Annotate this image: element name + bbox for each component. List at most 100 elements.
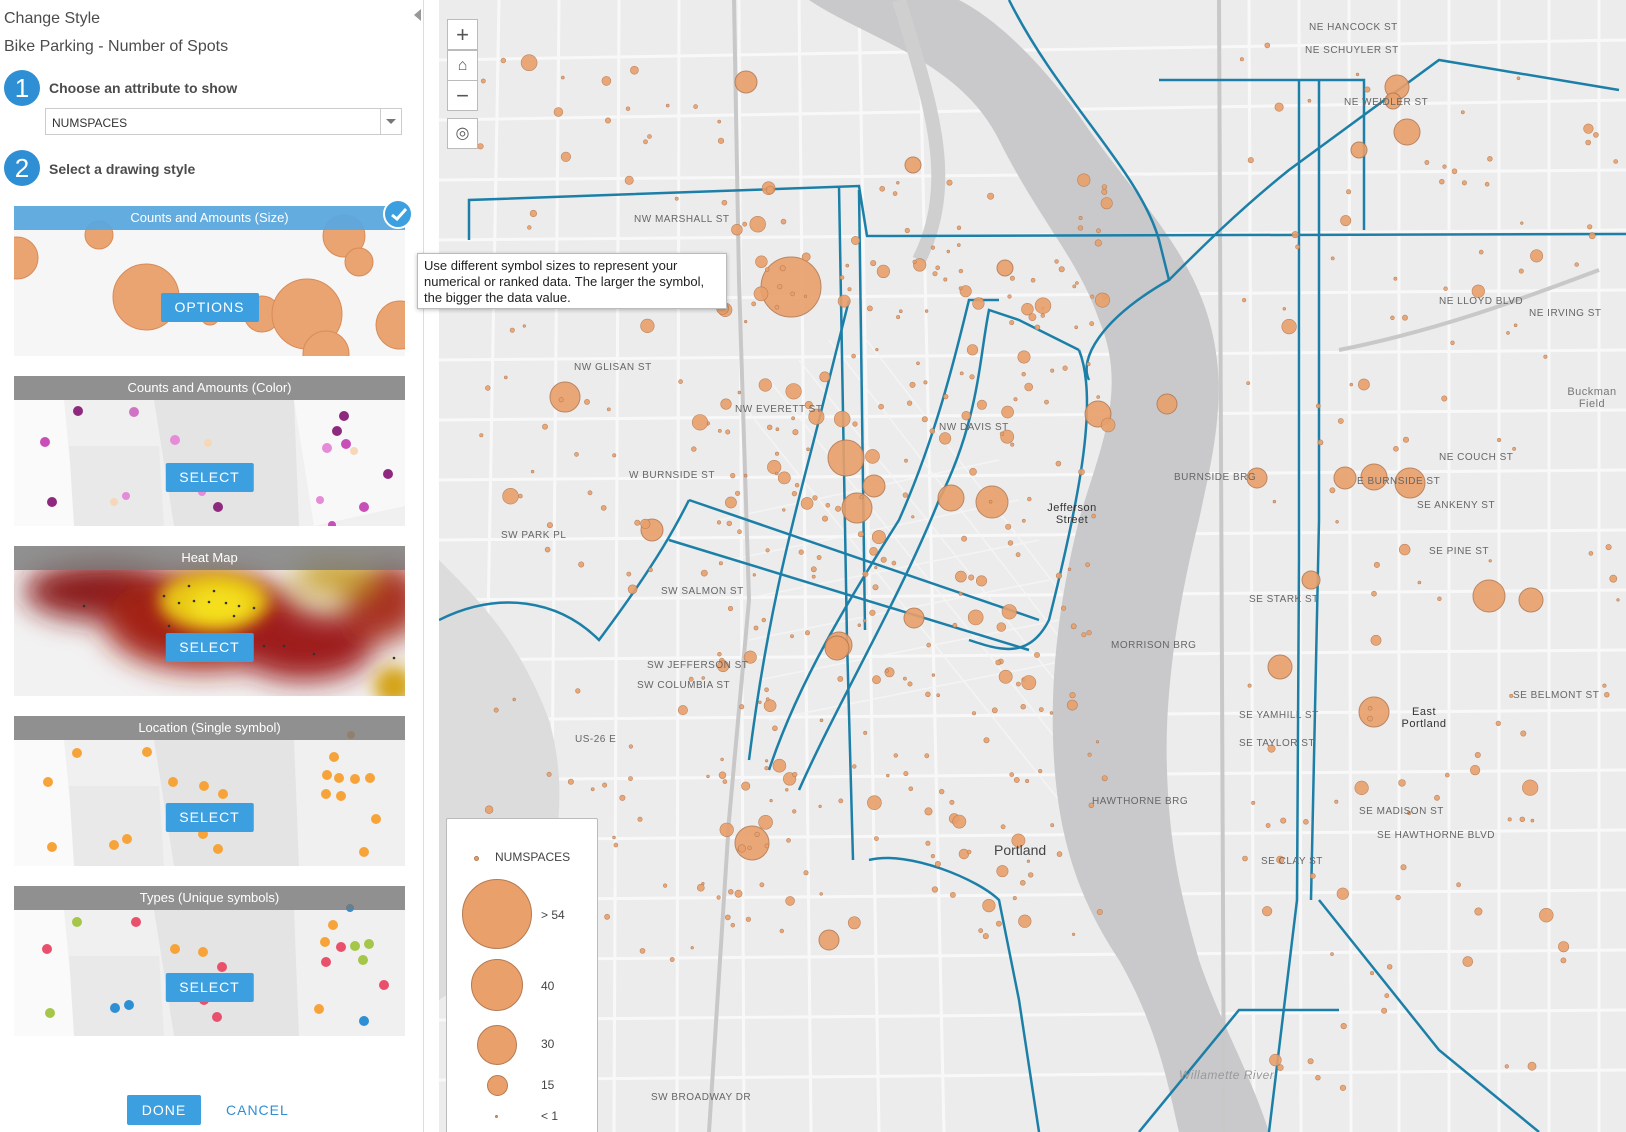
parking-symbol-small bbox=[969, 467, 977, 476]
parking-symbol-small bbox=[835, 505, 842, 512]
parking-symbol-small bbox=[785, 383, 802, 400]
legend-symbol-lg bbox=[471, 959, 523, 1011]
style-card-size[interactable]: Counts and Amounts (Size) OPTIONS bbox=[14, 206, 405, 356]
style-card-unique-symbols[interactable]: Types (Unique symbols) bbox=[14, 886, 405, 1036]
style-tooltip: Use different symbol sizes to represent … bbox=[417, 253, 727, 309]
parking-symbol-small bbox=[1077, 173, 1091, 187]
parking-symbol-large bbox=[1384, 92, 1402, 110]
parking-symbol-small bbox=[1340, 215, 1352, 227]
cancel-button[interactable]: CANCEL bbox=[226, 1102, 289, 1118]
select-heatmap-button[interactable]: SELECT bbox=[165, 633, 254, 662]
street-label: SE CLAY ST bbox=[1261, 856, 1323, 867]
done-button[interactable]: DONE bbox=[127, 1095, 201, 1125]
parking-symbol-large bbox=[1360, 463, 1388, 491]
legend-value: > 54 bbox=[541, 908, 565, 922]
parking-symbol-small bbox=[1078, 468, 1085, 476]
parking-symbol-small bbox=[1101, 184, 1108, 190]
parking-symbol-small bbox=[1605, 544, 1612, 551]
parking-symbol-small bbox=[1077, 225, 1084, 231]
parking-symbol-small bbox=[794, 483, 800, 488]
street-label: SE MADISON ST bbox=[1359, 806, 1444, 817]
home-icon[interactable]: ⌂ bbox=[447, 50, 478, 81]
parking-symbol-small bbox=[558, 397, 564, 403]
zoom-in-button[interactable]: + bbox=[447, 19, 478, 50]
parking-symbol-small bbox=[1335, 520, 1339, 524]
parking-symbol-large bbox=[841, 492, 873, 524]
parking-symbol-small bbox=[1367, 705, 1373, 711]
parking-symbol-small bbox=[1247, 683, 1252, 688]
parking-symbol-small bbox=[1050, 823, 1055, 828]
style-card-single-symbol[interactable]: Location (Single symbol) SELECT bbox=[14, 716, 405, 866]
parking-symbol-small bbox=[959, 371, 964, 376]
parking-symbol-small bbox=[754, 831, 760, 838]
parking-symbol-small bbox=[939, 432, 952, 445]
parking-symbol-small bbox=[1050, 368, 1055, 373]
locate-icon[interactable]: ◎ bbox=[447, 118, 478, 149]
parking-symbol-small bbox=[1488, 559, 1492, 563]
parking-symbol-small bbox=[1019, 879, 1026, 886]
parking-symbol-small bbox=[998, 669, 1013, 684]
parking-symbol-small bbox=[761, 617, 766, 623]
style-card-heatmap[interactable]: Heat Map bbox=[14, 546, 405, 696]
parking-symbol-large bbox=[904, 156, 922, 174]
parking-symbol-small bbox=[818, 804, 822, 809]
parking-symbol-small bbox=[1027, 496, 1032, 502]
street-label: SW JEFFERSON ST bbox=[647, 660, 749, 671]
parking-symbol-small bbox=[1013, 777, 1020, 783]
parking-symbol-small bbox=[1530, 818, 1535, 823]
parking-symbol-small bbox=[1402, 436, 1409, 443]
collapse-panel-icon[interactable] bbox=[414, 9, 421, 21]
parking-symbol-small bbox=[983, 737, 990, 744]
parking-symbol-small bbox=[717, 428, 722, 433]
parking-symbol-small bbox=[691, 414, 709, 431]
map-view[interactable]: + ⌂ − ◎ NW MARSHALL ST NW GLISAN ST NW E… bbox=[439, 0, 1626, 1132]
parking-symbol-small bbox=[806, 447, 810, 452]
parking-symbol-small bbox=[1340, 1022, 1347, 1030]
parking-symbol-small bbox=[744, 320, 748, 324]
parking-symbol-small bbox=[1474, 907, 1483, 916]
chevron-down-icon[interactable] bbox=[386, 119, 396, 124]
station-label: Jefferson Street bbox=[1047, 502, 1097, 526]
street-label: NE HANCOCK ST bbox=[1309, 22, 1398, 33]
parking-symbol-small bbox=[1060, 605, 1067, 611]
parking-symbol-small bbox=[1442, 164, 1447, 169]
select-color-style-button[interactable]: SELECT bbox=[165, 463, 254, 492]
parking-symbol-small bbox=[601, 76, 612, 86]
parking-symbol-small bbox=[785, 788, 789, 792]
parking-symbol-small bbox=[1390, 315, 1395, 320]
parking-symbol-small bbox=[1055, 460, 1062, 467]
legend-symbol-xl bbox=[462, 879, 532, 949]
select-unique-symbols-button[interactable]: SELECT bbox=[165, 973, 254, 1002]
parking-symbol-small bbox=[1071, 932, 1076, 936]
parking-symbol-small bbox=[1307, 98, 1312, 103]
parking-symbol-small bbox=[1574, 262, 1579, 267]
parking-symbol-small bbox=[908, 786, 914, 792]
zoom-out-button[interactable]: − bbox=[447, 80, 478, 111]
basemap[interactable] bbox=[439, 0, 1626, 1132]
parking-symbol-large bbox=[996, 259, 1014, 277]
parking-symbol-large bbox=[1246, 467, 1268, 489]
street-label: NE WEIDLER ST bbox=[1344, 97, 1429, 108]
parking-symbol-small bbox=[1506, 331, 1510, 335]
parking-symbol-small bbox=[1336, 887, 1349, 900]
parking-symbol-large bbox=[549, 381, 581, 413]
bike-parking-symbols[interactable] bbox=[477, 42, 1620, 1091]
parking-symbol-small bbox=[1474, 751, 1481, 758]
style-card-color[interactable]: Counts and Amounts (Color) bbox=[14, 376, 405, 526]
parking-symbol-small bbox=[1330, 256, 1335, 261]
parking-symbol-small bbox=[875, 348, 879, 352]
options-button[interactable]: OPTIONS bbox=[160, 293, 259, 322]
parking-symbol-small bbox=[1504, 1064, 1509, 1069]
parking-symbol-small bbox=[1021, 675, 1037, 690]
attribute-select[interactable]: NUMSPACES bbox=[45, 108, 402, 135]
parking-symbol-small bbox=[1424, 160, 1430, 165]
parking-symbol-small bbox=[1246, 381, 1251, 386]
parking-symbol-small bbox=[745, 916, 752, 922]
select-single-symbol-button[interactable]: SELECT bbox=[165, 803, 254, 832]
parking-symbol-small bbox=[567, 778, 574, 785]
parking-symbol-large bbox=[1472, 579, 1506, 613]
legend-value: 40 bbox=[541, 979, 555, 993]
parking-symbol-small bbox=[1609, 574, 1618, 583]
parking-symbol-small bbox=[747, 845, 752, 851]
street-label: SE TAYLOR ST bbox=[1239, 738, 1316, 749]
